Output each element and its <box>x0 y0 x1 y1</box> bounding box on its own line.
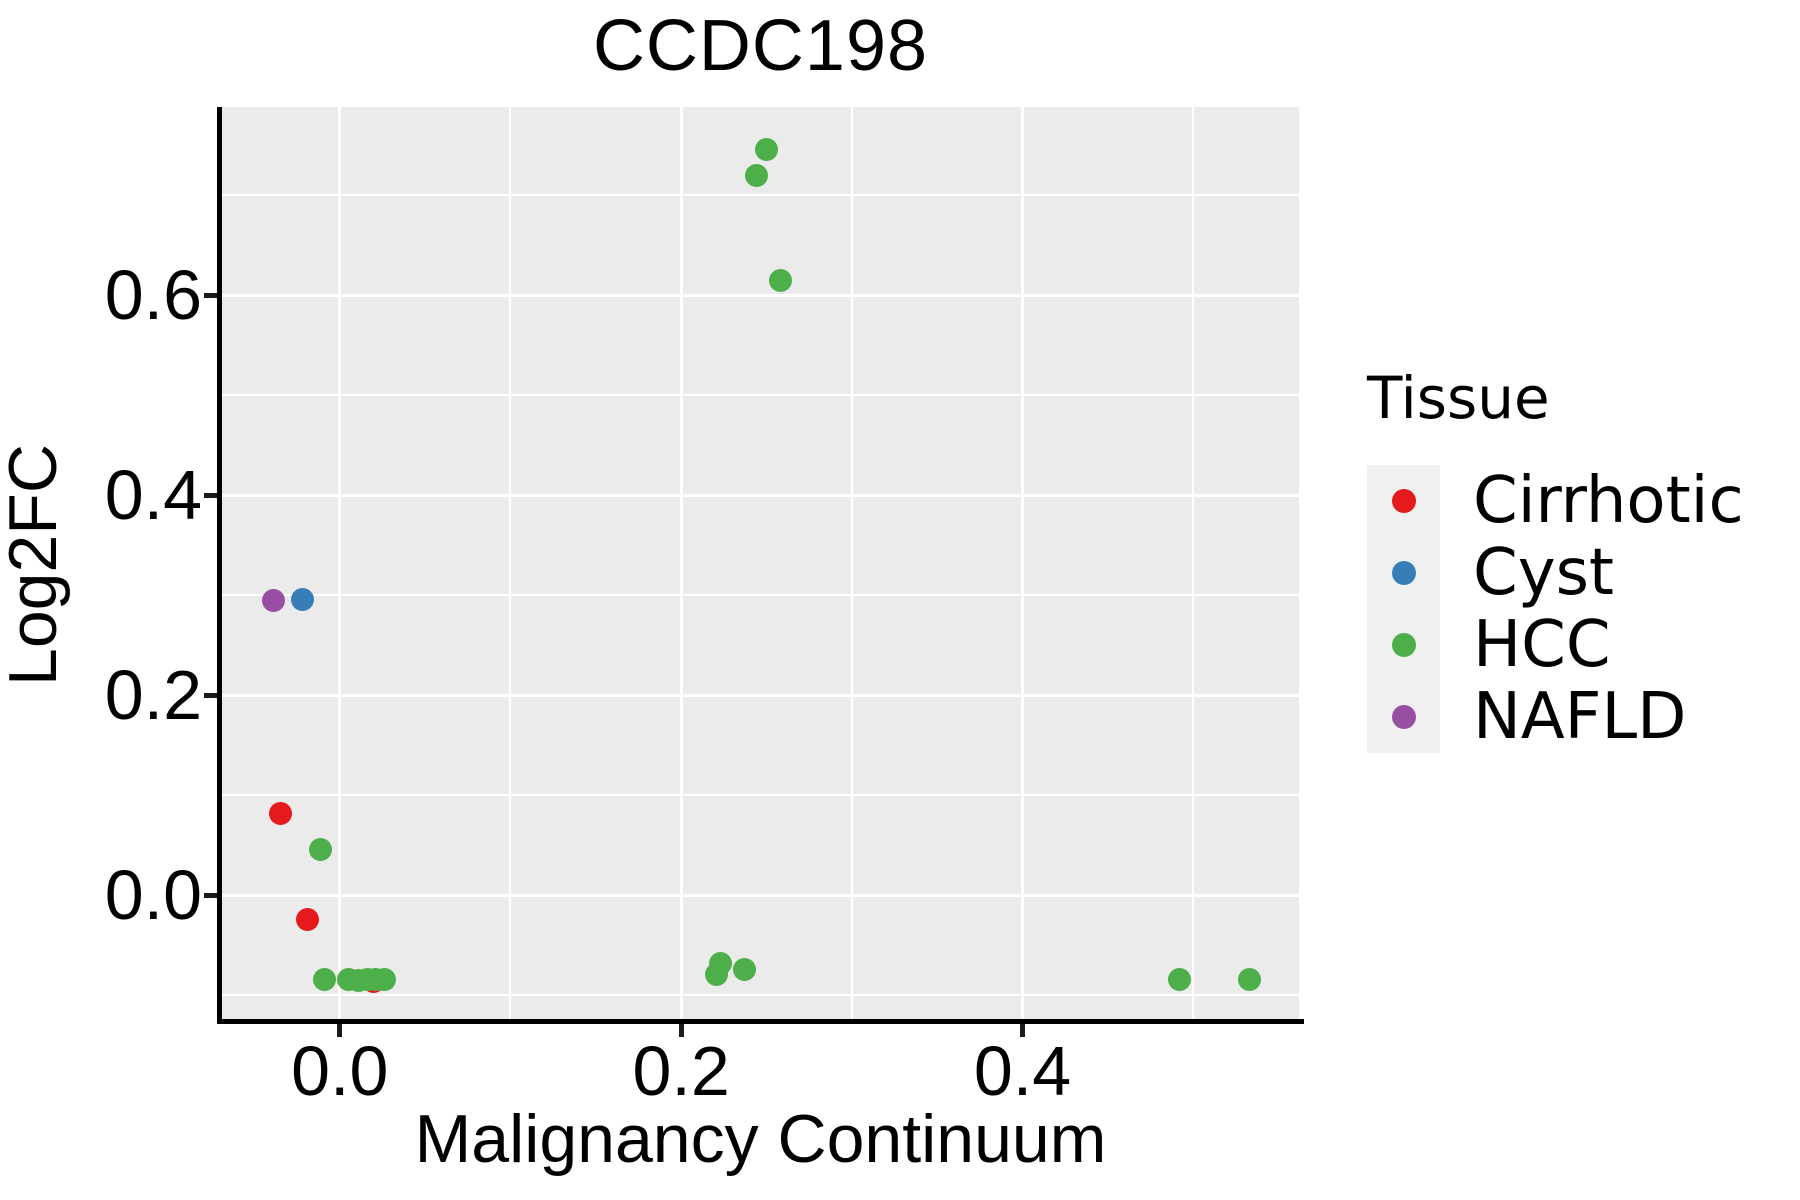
major-gridline-horizontal <box>222 693 1299 697</box>
data-point-nafld <box>261 588 285 612</box>
major-gridline-vertical <box>679 107 683 1019</box>
legend-dot-icon <box>1391 561 1416 585</box>
major-gridline-horizontal <box>222 493 1299 497</box>
x-axis-tick <box>337 1024 343 1037</box>
legend-key-background <box>1367 609 1440 681</box>
legend-key-background <box>1367 681 1440 753</box>
major-gridline-horizontal <box>222 293 1299 297</box>
data-point-cirrhotic <box>295 907 319 931</box>
data-point-hcc <box>744 163 768 187</box>
data-point-hcc <box>1238 967 1261 991</box>
data-point-hcc <box>705 962 729 986</box>
legend-title: Tissue <box>1367 364 1550 432</box>
y-tick-label: 0.2 <box>104 656 202 734</box>
data-point-hcc <box>768 268 792 292</box>
x-axis-tick <box>1019 1024 1025 1037</box>
minor-gridline-horizontal <box>222 194 1299 196</box>
y-axis-tick <box>204 892 217 898</box>
data-point-hcc <box>309 837 333 861</box>
minor-gridline-vertical <box>1192 107 1195 1019</box>
minor-gridline-horizontal <box>222 794 1299 796</box>
y-tick-label: 0.0 <box>104 856 202 934</box>
minor-gridline-horizontal <box>222 594 1299 596</box>
minor-gridline-horizontal <box>222 994 1299 996</box>
x-tick-label: 0.0 <box>291 1032 389 1110</box>
major-gridline-vertical <box>1020 107 1024 1019</box>
x-axis-line <box>217 1019 1304 1024</box>
plot-area <box>222 107 1299 1019</box>
y-axis-tick <box>204 692 217 698</box>
y-tick-label: 0.6 <box>104 256 202 334</box>
legend-item-hcc: HCC <box>1367 609 1744 681</box>
y-axis-tick <box>204 492 217 498</box>
legend-key-background <box>1367 465 1440 537</box>
data-point-cirrhotic <box>268 801 292 825</box>
minor-gridline-vertical <box>850 107 853 1019</box>
x-axis-tick <box>678 1024 684 1037</box>
legend: Tissue Cirrhotic Cyst HCC NAFLD <box>1367 369 1744 753</box>
legend-item-cirrhotic: Cirrhotic <box>1367 465 1744 537</box>
y-axis-tick <box>204 292 217 298</box>
legend-key-background <box>1367 537 1440 609</box>
legend-item-label: Cirrhotic <box>1473 464 1744 538</box>
legend-item-label: NAFLD <box>1473 680 1687 754</box>
legend-dot-icon <box>1391 489 1416 513</box>
legend-item-cyst: Cyst <box>1367 537 1744 609</box>
legend-item-label: HCC <box>1473 608 1611 682</box>
minor-gridline-horizontal <box>222 394 1299 396</box>
major-gridline-vertical <box>338 107 342 1019</box>
legend-item-label: Cyst <box>1473 536 1614 610</box>
legend-item-nafld: NAFLD <box>1367 681 1744 753</box>
x-axis-title: Malignancy Continuum <box>414 1101 1107 1177</box>
major-gridline-horizontal <box>222 893 1299 897</box>
data-point-hcc <box>312 967 336 991</box>
data-point-hcc <box>372 967 396 991</box>
y-tick-label: 0.4 <box>104 456 202 534</box>
x-tick-label: 0.4 <box>973 1032 1072 1110</box>
data-point-cyst <box>290 587 314 611</box>
data-point-hcc <box>754 137 778 161</box>
y-axis-title: Log2FC <box>0 444 71 686</box>
data-point-hcc <box>732 957 756 981</box>
y-axis-line <box>217 107 222 1024</box>
minor-gridline-vertical <box>509 107 512 1019</box>
data-point-hcc <box>1168 967 1192 991</box>
x-tick-label: 0.2 <box>632 1032 730 1110</box>
legend-items: Cirrhotic Cyst HCC NAFLD <box>1367 465 1744 753</box>
chart-title: CCDC198 <box>592 6 929 86</box>
legend-dot-icon <box>1391 633 1416 657</box>
legend-dot-icon <box>1391 705 1416 729</box>
